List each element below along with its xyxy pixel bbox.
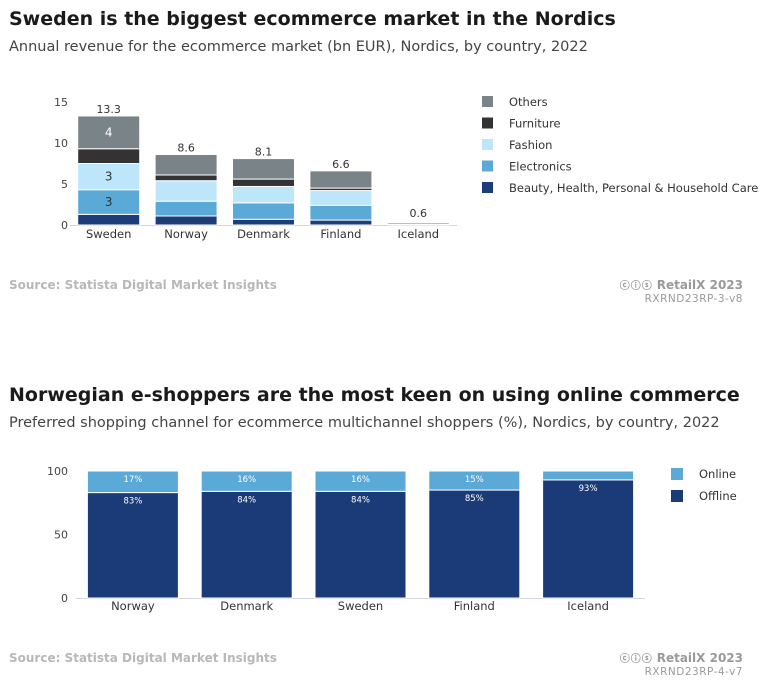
- total-label: 0.6: [410, 207, 428, 220]
- legend-label: Offline: [699, 489, 737, 503]
- chart2-title: Norwegian e-shoppers are the most keen o…: [9, 384, 740, 406]
- bar-sweden-online: [314, 470, 407, 492]
- bar-value-label: 15%: [465, 475, 484, 485]
- x-tick-label: Iceland: [397, 227, 439, 241]
- total-label: 13.3: [96, 103, 121, 116]
- legend-swatch-online: [671, 468, 683, 480]
- x-tick-label: Finland: [454, 599, 495, 613]
- bar-value-label: 16%: [351, 475, 370, 485]
- x-tick-label: Norway: [111, 599, 155, 613]
- bar-norway-others: [154, 153, 218, 176]
- legend-swatch-fashion: [482, 139, 493, 150]
- x-tick-label: Finland: [320, 227, 361, 241]
- legend-label: Others: [509, 95, 548, 109]
- bar-denmark-offline: [200, 490, 293, 599]
- legend-label: Furniture: [509, 117, 561, 131]
- x-tick-label: Sweden: [86, 227, 131, 241]
- y-tick-label: 100: [47, 465, 68, 478]
- y-tick-label: 5: [61, 178, 68, 191]
- y-tick-label: 15: [54, 96, 68, 109]
- creative-commons-icon: ⓒⓘⓢ: [619, 281, 653, 292]
- y-tick-label: 10: [54, 137, 68, 150]
- x-tick-label: Sweden: [338, 599, 383, 613]
- x-tick-label: Denmark: [220, 599, 273, 613]
- segment-label: 4: [105, 125, 113, 139]
- bar-value-label: 85%: [465, 494, 484, 504]
- legend-swatch-others: [482, 96, 493, 107]
- segment-label: 3: [105, 195, 113, 209]
- segment-label: 3: [105, 170, 113, 184]
- total-label: 6.6: [332, 158, 350, 171]
- chart2-plot: 0 50 100 83% 17% Norway 84% 16% Denmark 84% 16% Swe…: [47, 465, 737, 613]
- bar-sweden-offline: [314, 490, 407, 599]
- legend-label: Fashion: [509, 138, 552, 152]
- legend-swatch-electronics: [482, 160, 493, 172]
- bar-sweden-others: [77, 115, 141, 150]
- chart1-code: RXRND23RP-3-v8: [644, 293, 743, 305]
- bar-denmark-online: [200, 470, 293, 492]
- bar-iceland-offline: [542, 479, 635, 599]
- chart2-brand-label: RetailX 2023: [656, 651, 743, 665]
- bar-norway-online: [86, 470, 179, 494]
- legend-swatch-beauty-health-personal-household-care: [482, 182, 493, 193]
- total-label: 8.6: [177, 141, 195, 154]
- x-tick-label: Denmark: [237, 227, 290, 241]
- bar-iceland-online: [542, 470, 635, 481]
- legend-label: Beauty, Health, Personal & Household Car…: [509, 181, 758, 195]
- bar-denmark-others: [232, 158, 295, 180]
- creative-commons-icon: ⓒⓘⓢ: [619, 654, 653, 665]
- bar-value-label: 93%: [579, 484, 598, 494]
- chart1-source: Source: Statista Digital Market Insights: [9, 278, 277, 292]
- bar-value-label: 84%: [351, 495, 370, 505]
- bar-value-label: 83%: [123, 497, 142, 507]
- y-tick-label: 50: [54, 529, 68, 542]
- chart1-brand-label: RetailX 2023: [656, 278, 743, 292]
- bar-norway-offline: [86, 492, 179, 599]
- bar-finland-offline: [428, 489, 521, 599]
- bar-iceland-others: [386, 219, 450, 222]
- bar-value-label: 16%: [237, 475, 256, 485]
- x-tick-label: Norway: [164, 227, 208, 241]
- chart2-subtitle: Preferred shopping channel for ecommerce…: [9, 415, 720, 431]
- legend-swatch-offline: [671, 490, 683, 502]
- chart1-brand: ⓒⓘⓢ RetailX 2023: [620, 277, 743, 292]
- y-tick-label: 0: [61, 592, 68, 605]
- chart2-source: Source: Statista Digital Market Insights: [9, 651, 277, 665]
- chart1-plot: 0 5 10 15 13.3 Sweden 8.6 Norway 8.1 Denmark 6.6 Fi…: [54, 95, 758, 241]
- chart2-code: RXRND23RP-4-v7: [644, 666, 743, 678]
- bar-finland-online: [428, 470, 521, 491]
- legend-swatch-furniture: [482, 117, 493, 129]
- bar-value-label: 17%: [123, 475, 142, 485]
- total-label: 8.1: [255, 146, 273, 159]
- chart1-subtitle: Annual revenue for the ecommerce market …: [9, 39, 588, 55]
- legend-label: Electronics: [509, 160, 572, 174]
- bar-finland-others: [309, 170, 373, 189]
- chart2-brand: ⓒⓘⓢ RetailX 2023: [620, 650, 743, 665]
- legend-label: Online: [699, 467, 736, 481]
- bar-value-label: 84%: [237, 495, 256, 505]
- y-tick-label: 0: [61, 219, 68, 232]
- chart1-title: Sweden is the biggest ecommerce market i…: [9, 8, 616, 30]
- x-tick-label: Iceland: [567, 599, 609, 613]
